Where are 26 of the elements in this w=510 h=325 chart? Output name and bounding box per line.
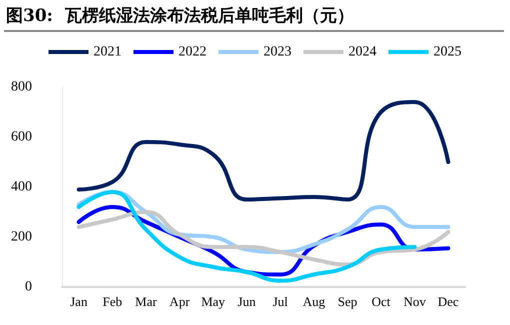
x-tick-label: Oct bbox=[372, 294, 391, 309]
line-series bbox=[76, 100, 450, 202]
legend-label: 2023 bbox=[264, 44, 292, 60]
line-series bbox=[76, 190, 417, 283]
x-tick-label: Jan bbox=[70, 294, 88, 309]
legend-label: 2024 bbox=[348, 44, 376, 60]
x-tick-label: Nov bbox=[403, 294, 426, 309]
x-tick-label: Aug bbox=[302, 294, 326, 309]
x-tick-label: Mar bbox=[135, 294, 158, 309]
y-tick-label: 0 bbox=[25, 280, 32, 294]
y-tick-label: 600 bbox=[11, 130, 32, 144]
y-tick-label: 400 bbox=[11, 180, 32, 194]
chart-title: 图30: 瓦楞纸湿法涂布法税后单吨毛利（元） bbox=[6, 5, 354, 27]
y-tick-label: 800 bbox=[11, 80, 32, 94]
line-series bbox=[76, 210, 450, 266]
legend-label: 2021 bbox=[94, 44, 122, 60]
x-tick-label: Apr bbox=[169, 294, 190, 309]
legend-label: 2022 bbox=[178, 44, 206, 60]
x-tick-label: Dec bbox=[438, 294, 459, 309]
x-tick-label: May bbox=[201, 294, 226, 309]
legend-label: 2025 bbox=[434, 44, 462, 60]
x-tick-label: Jun bbox=[238, 294, 256, 309]
y-tick-label: 200 bbox=[11, 230, 32, 244]
x-tick-label: Feb bbox=[102, 294, 122, 309]
x-tick-label: Jul bbox=[272, 294, 288, 309]
x-tick-label: Sep bbox=[338, 294, 358, 309]
